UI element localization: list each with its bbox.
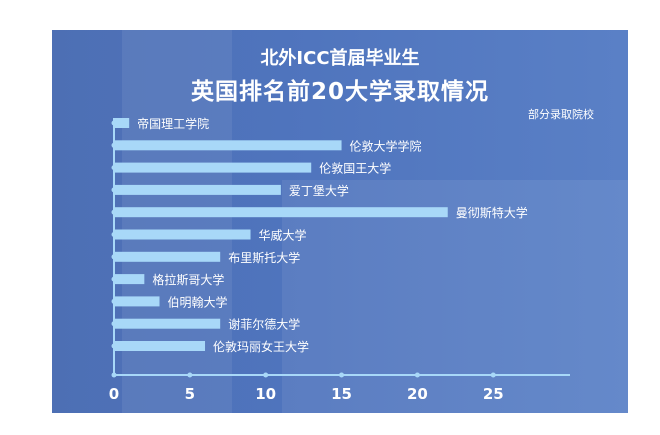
x-tick [187, 372, 193, 378]
bar [114, 207, 448, 218]
x-tick [414, 372, 420, 378]
bar [114, 251, 221, 262]
chart-subtitle: 英国排名前20大学录取情况 [190, 79, 489, 105]
bar [114, 162, 312, 173]
bar [114, 341, 206, 351]
bar-label: 帝国理工学院 [137, 116, 209, 131]
x-tick [339, 372, 345, 378]
bar-label: 伦敦国王大学 [319, 161, 391, 176]
x-tick-label: 20 [407, 385, 428, 403]
bar [114, 296, 160, 307]
x-tick-label: 10 [255, 385, 276, 403]
chart-title: 北外ICC首届毕业生 [260, 48, 420, 69]
bar [114, 118, 130, 128]
bar-label: 格拉斯哥大学 [152, 272, 224, 287]
bar [114, 229, 251, 240]
x-tick [263, 372, 269, 378]
chart-panel: 北外ICC首届毕业生 英国排名前20大学录取情况 部分录取院校 0 5 10 15 20… [52, 30, 628, 413]
x-tick-label: 0 [109, 385, 119, 403]
x-tick-label: 25 [483, 385, 504, 403]
bar [114, 318, 221, 329]
bar [114, 274, 145, 285]
bar-label: 爱丁堡大学 [289, 183, 349, 198]
bar-label: 华威大学 [259, 228, 307, 243]
bar-label: 谢菲尔德大学 [228, 317, 300, 332]
x-tick-label: 5 [185, 385, 195, 403]
bar-label: 伯明翰大学 [168, 294, 228, 309]
bar [114, 140, 342, 151]
bar-label: 布里斯托大学 [228, 250, 300, 265]
bar-chart: 0 5 10 15 20 25 帝国理工学院伦敦大学学院伦敦国王大学爱丁堡大学曼彻斯特大学华… [109, 116, 570, 403]
x-tick [490, 372, 496, 378]
bar [114, 184, 281, 195]
x-tick [111, 372, 117, 378]
chart-annotation: 部分录取院校 [528, 108, 594, 121]
bar-label: 曼彻斯特大学 [456, 205, 528, 220]
bar-label: 伦敦大学学院 [350, 138, 422, 153]
x-tick-label: 15 [331, 385, 352, 403]
bar-label: 伦敦玛丽女王大学 [213, 339, 309, 354]
